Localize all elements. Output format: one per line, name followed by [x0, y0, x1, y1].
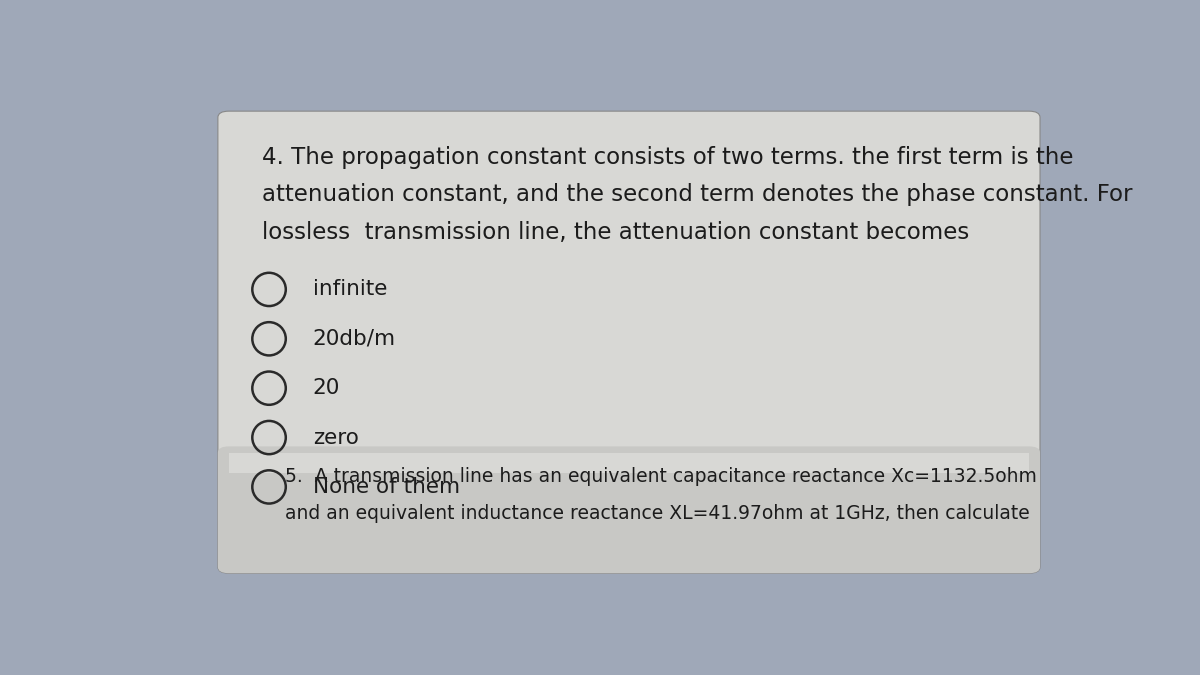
- Text: 20db/m: 20db/m: [313, 329, 396, 349]
- Text: lossless  transmission line, the attenuation constant becomes: lossless transmission line, the attenuat…: [262, 221, 968, 244]
- Text: 4. The propagation constant consists of two terms. the first term is the: 4. The propagation constant consists of …: [262, 146, 1073, 169]
- Text: None of them: None of them: [313, 477, 460, 497]
- Text: 5.  A transmission line has an equivalent capacitance reactance Xc=1132.5ohm: 5. A transmission line has an equivalent…: [284, 467, 1037, 487]
- Text: zero: zero: [313, 427, 359, 448]
- Text: infinite: infinite: [313, 279, 388, 300]
- Text: attenuation constant, and the second term denotes the phase constant. For: attenuation constant, and the second ter…: [262, 184, 1132, 207]
- Bar: [229, 453, 1028, 473]
- FancyBboxPatch shape: [218, 446, 1040, 573]
- FancyBboxPatch shape: [218, 111, 1040, 573]
- Text: 20: 20: [313, 378, 340, 398]
- Text: and an equivalent inductance reactance XL=41.97ohm at 1GHz, then calculate: and an equivalent inductance reactance X…: [284, 504, 1030, 523]
